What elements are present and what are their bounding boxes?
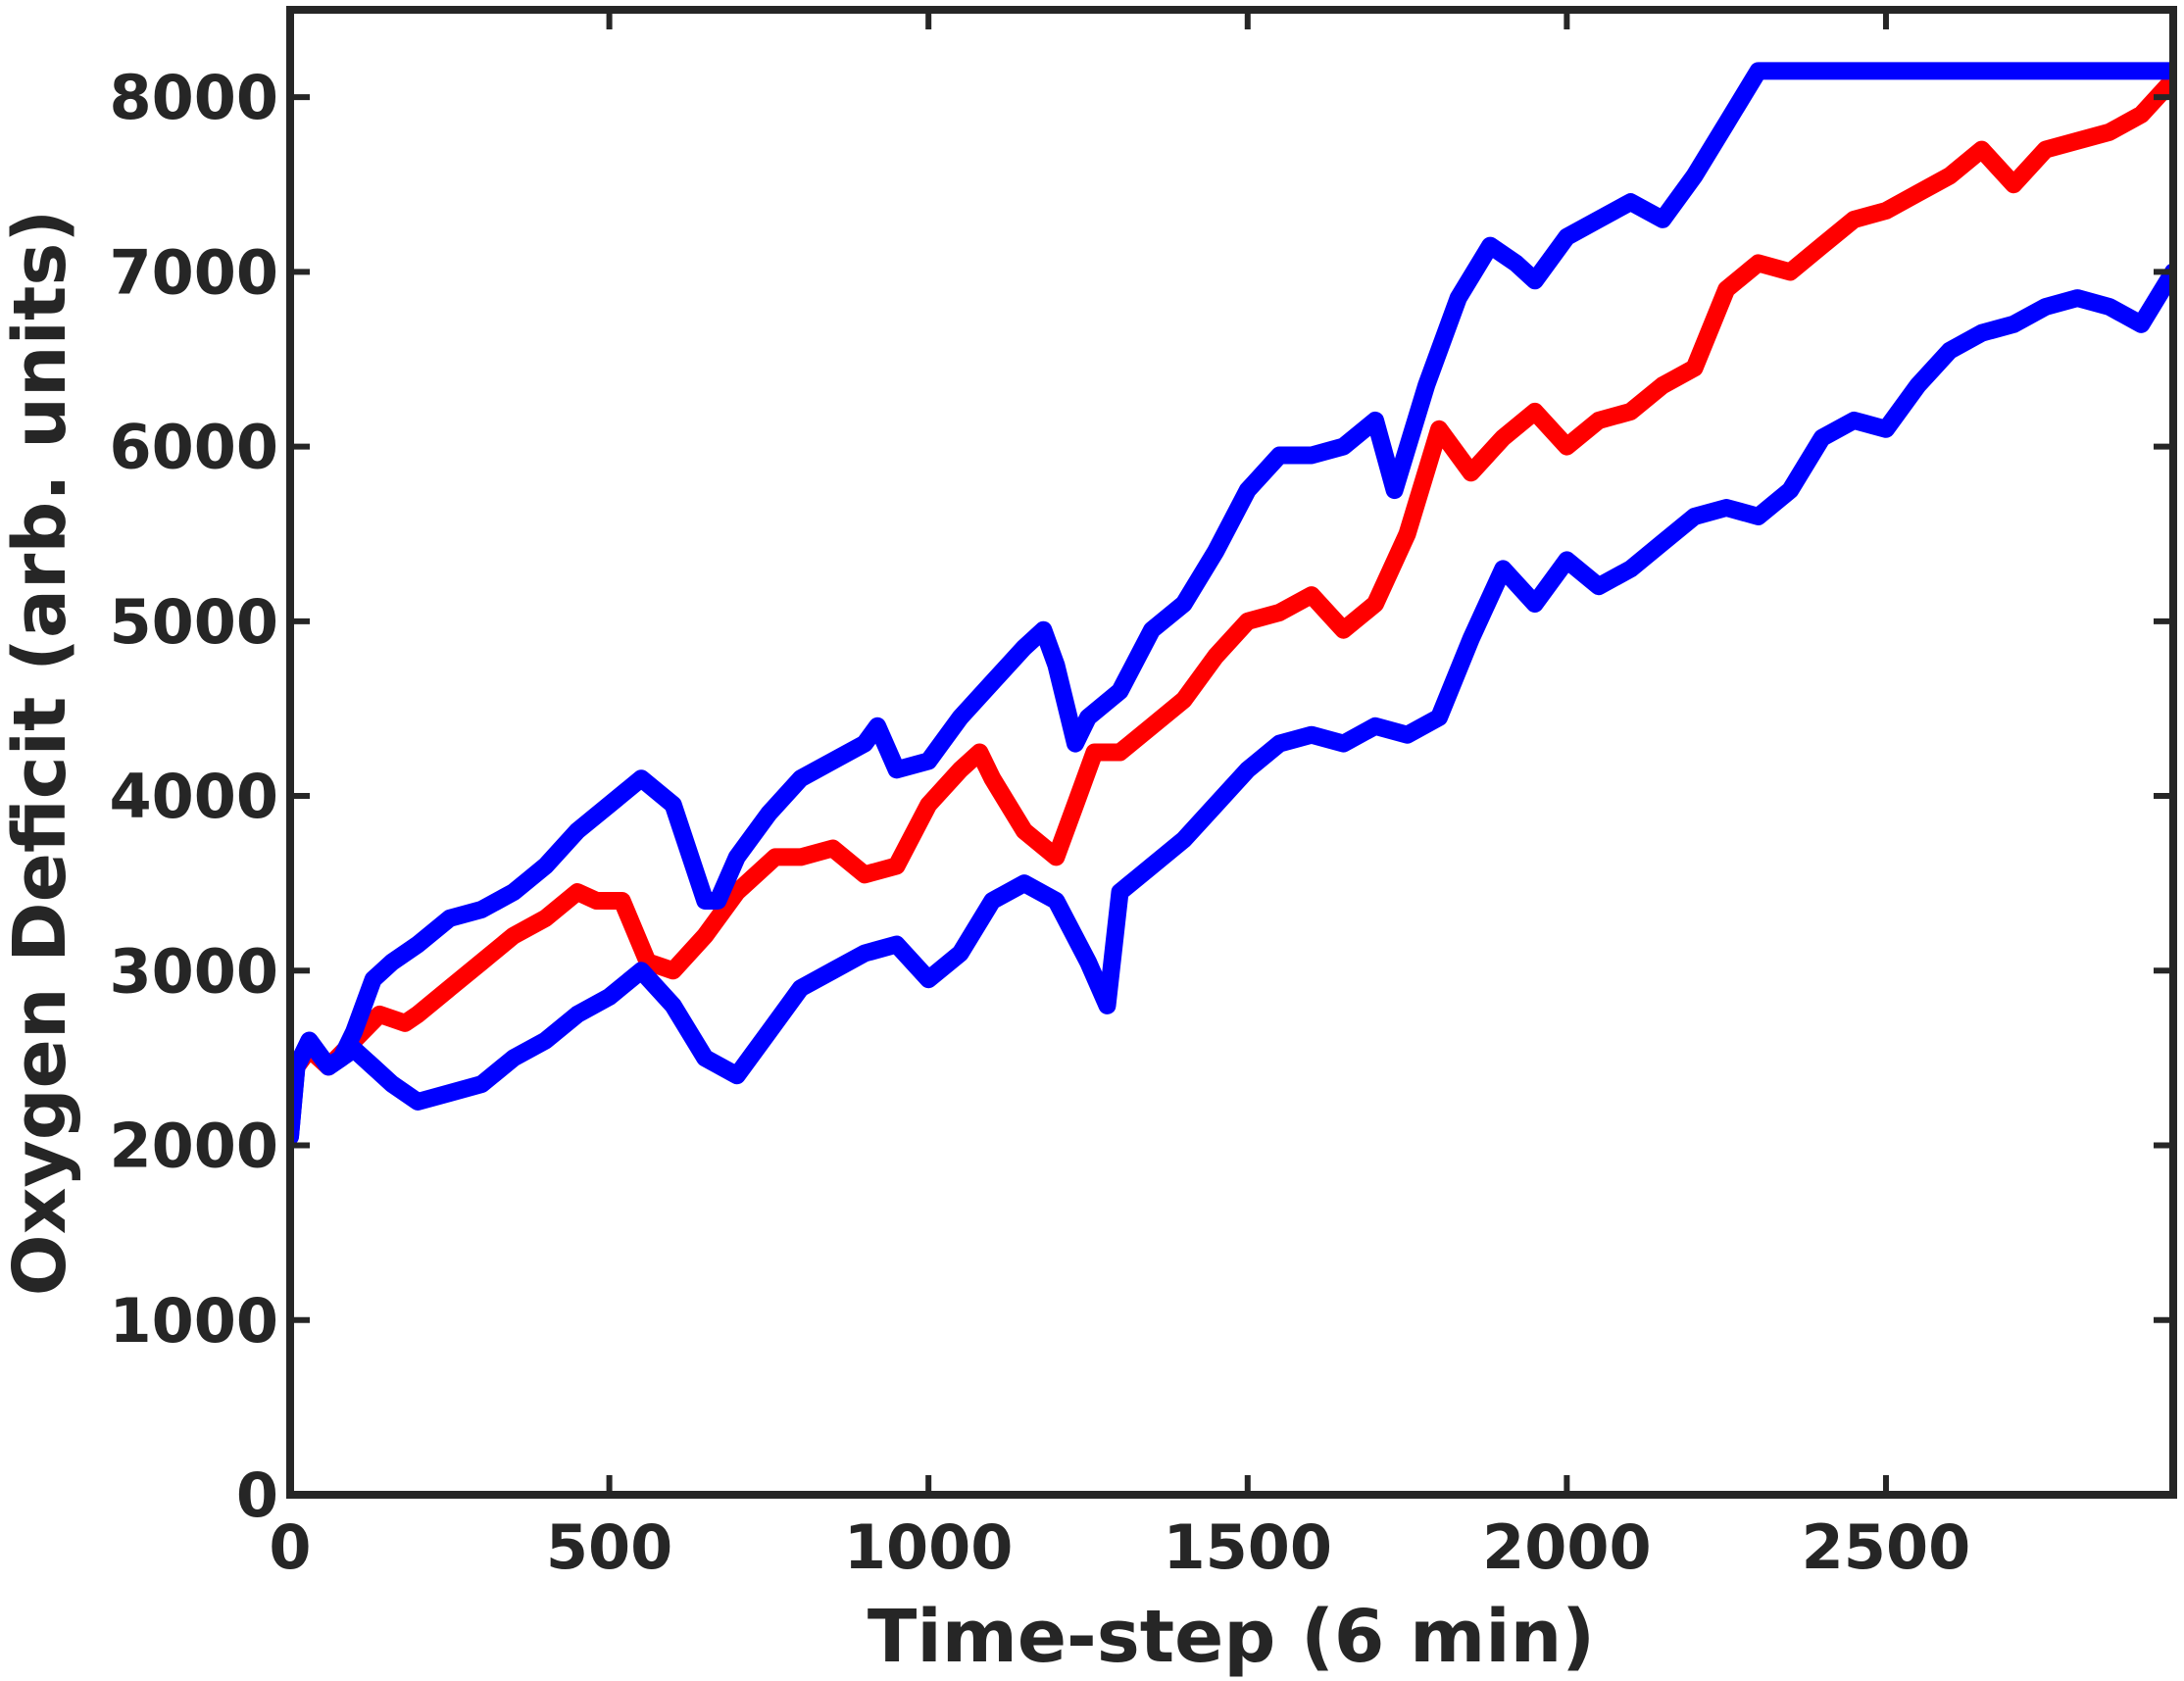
y-tick-label: 0: [236, 1459, 278, 1531]
y-tick-label: 7000: [109, 236, 278, 308]
y-tick-label: 5000: [109, 586, 278, 658]
y-tick-label: 2000: [109, 1111, 278, 1182]
y-tick-label: 1000: [109, 1285, 278, 1357]
x-tick-label: 2000: [1482, 1511, 1652, 1583]
y-tick-label: 8000: [109, 62, 278, 133]
x-axis-ticks: 0 500 1000 1500 2000 2500: [269, 10, 1970, 1583]
y-tick-label: 6000: [109, 412, 278, 483]
series-line-2: [290, 62, 2173, 1146]
x-axis-label: Time-step (6 min): [868, 1595, 1595, 1679]
x-tick-label: 1000: [844, 1511, 1014, 1583]
x-tick-label: 500: [546, 1511, 672, 1583]
x-tick-label: 0: [269, 1511, 311, 1583]
y-tick-label: 3000: [109, 935, 278, 1007]
series-line-3: [290, 263, 2173, 1146]
y-axis-label: Oxygen Deficit (arb. units): [0, 210, 82, 1296]
x-tick-label: 1500: [1163, 1511, 1332, 1583]
series-layer: [290, 62, 2173, 1146]
y-tick-label: 4000: [109, 761, 278, 832]
y-axis-ticks: 0 1000 2000 3000 4000 5000 6000 7000 8000: [109, 62, 2173, 1531]
series-line-1: [290, 71, 2173, 1085]
x-tick-label: 2500: [1802, 1511, 1971, 1583]
plot-frame: [286, 6, 2177, 1499]
